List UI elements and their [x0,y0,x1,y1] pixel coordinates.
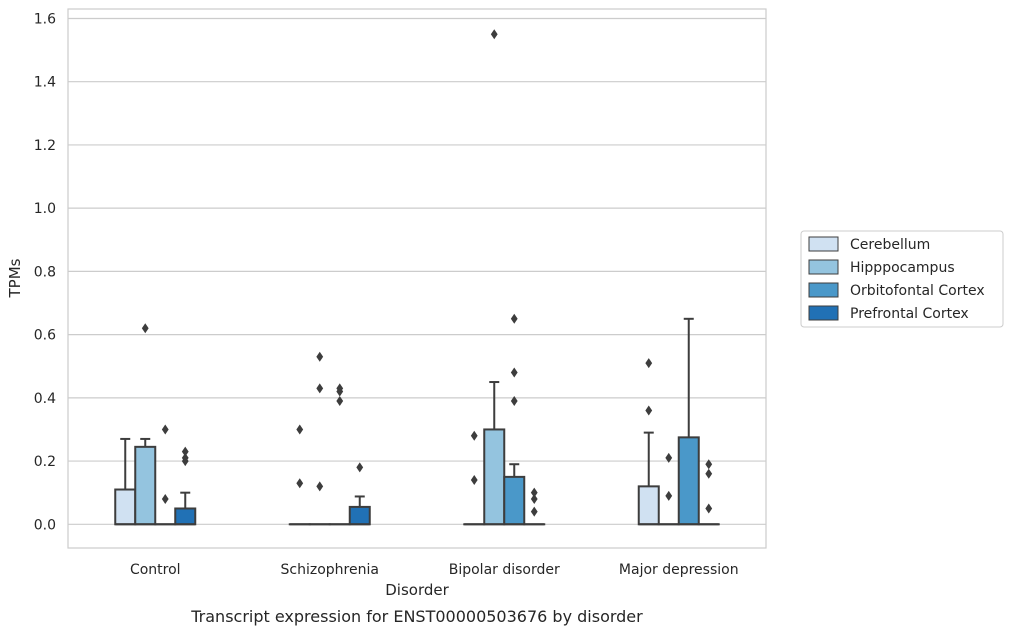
box-rect [637,485,660,526]
box-rect [677,436,700,526]
gridlines [68,17,766,525]
x-tick-label: Schizophrenia [281,562,379,578]
outlier-point [336,396,344,406]
outlier-point [490,29,498,40]
x-tick-label: Bipolar disorder [449,562,560,578]
box-hipppocampus [308,351,331,526]
outlier-point [510,313,518,324]
outlier-point [296,424,304,435]
outlier-point [530,487,538,498]
outlier-point [316,481,324,492]
legend-swatch [808,282,839,298]
outlier-point [645,358,653,369]
outlier-point [316,351,324,362]
outlier-point [645,405,653,416]
y-tick-label: 1.6 [34,11,56,27]
outlier-point [705,468,713,479]
x-axis-title: Disorder [385,581,449,599]
outlier-point [705,503,713,514]
outlier-point [356,462,364,473]
box-orbitofontal-cortex [503,313,526,526]
outlier-point [510,367,518,378]
legend-label: Cerebellum [850,237,930,253]
outlier-point [161,424,169,435]
box-rect [174,507,197,526]
box-prefrontal-cortex [523,487,546,526]
box-prefrontal-cortex [697,459,720,526]
outlier-point [141,323,149,334]
legend-label: Orbitofontal Cortex [850,283,985,299]
y-tick-label: 0.2 [34,454,56,470]
outlier-point [510,396,518,406]
box-orbitofontal-cortex [328,383,351,526]
legend: Cerebellum Hipppocampus Orbitofontal Corte… [800,230,1004,328]
box-rect [483,428,506,526]
box-cerebellum [463,430,486,526]
box-cerebellum [637,358,660,526]
box-rect [503,475,526,526]
outlier-point [296,478,304,489]
outlier-point [530,506,538,517]
boxes [114,29,720,526]
y-axis-title: TPMs [6,258,24,298]
legend-swatch [808,305,839,321]
outlier-point [181,446,189,457]
y-tick-label: 0.6 [34,328,56,344]
box-rect [134,445,157,526]
outlier-point [665,452,673,463]
box-orbitofontal-cortex [154,424,177,526]
box-prefrontal-cortex [174,446,197,526]
y-tick-label: 0.8 [34,264,56,280]
box-hipppocampus [657,452,680,526]
outlier-point [530,494,538,504]
outlier-point [470,475,478,486]
outlier-point [181,452,189,463]
chart-caption: Transcript expression for ENST0000050367… [190,607,643,626]
outlier-point [470,430,478,441]
y-tick-labels: 0.0 0.2 0.4 0.6 0.8 1.0 1.2 1.4 1.6 [34,11,56,533]
outlier-point [316,383,324,394]
outlier-point [336,383,344,394]
y-tick-label: 1.2 [34,138,56,154]
y-tick-label: 0.4 [34,391,56,407]
legend-label: Prefrontal Cortex [850,306,969,322]
outlier-point [665,490,673,501]
outlier-point [161,494,169,504]
x-tick-label: Major depression [619,562,739,578]
legend-swatch [808,259,839,275]
legend-swatch [808,236,839,252]
box-prefrontal-cortex [348,462,371,526]
box-rect [348,505,371,526]
legend-frame [800,230,1004,328]
plot-area-frame [67,8,767,549]
outlier-point [705,459,713,470]
box-hipppocampus [134,323,157,526]
box-cerebellum [114,437,137,526]
box-hipppocampus [483,29,506,526]
y-tick-label: 1.0 [34,201,56,217]
y-tick-label: 0.0 [34,517,56,533]
x-tick-labels: Control Schizophrenia Bipolar disorder Majo… [130,562,739,578]
box-cerebellum [288,424,311,526]
y-tick-label: 1.4 [34,75,56,91]
legend-label: Hipppocampus [850,260,955,276]
box-rect [114,488,137,526]
box-orbitofontal-cortex [677,317,700,526]
x-tick-label: Control [130,562,181,578]
